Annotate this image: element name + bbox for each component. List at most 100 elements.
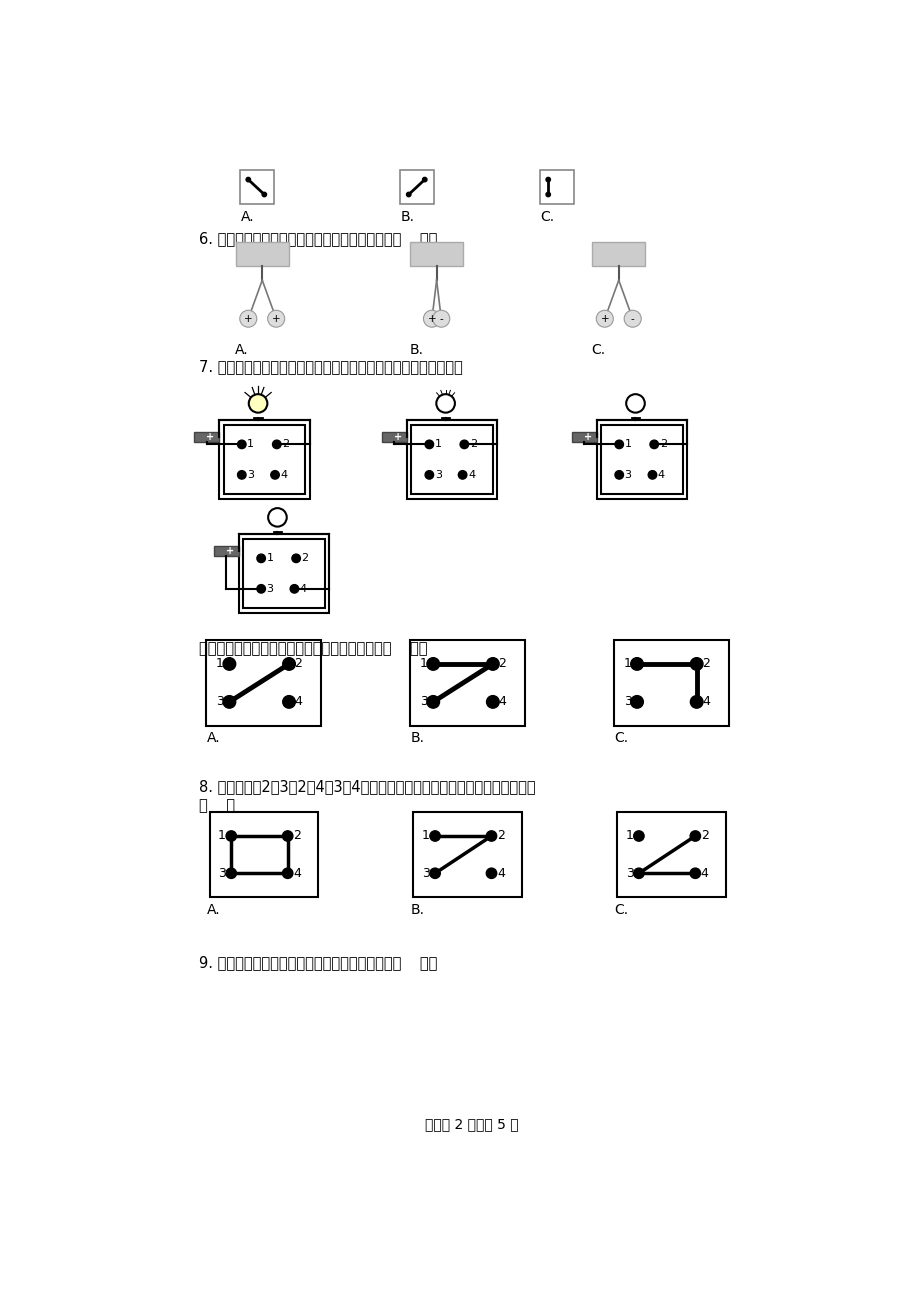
- Circle shape: [623, 310, 641, 327]
- Text: 1: 1: [625, 829, 633, 842]
- Circle shape: [282, 695, 295, 708]
- Text: -: -: [439, 314, 443, 324]
- Circle shape: [282, 658, 295, 671]
- Text: 1: 1: [624, 439, 631, 449]
- Circle shape: [240, 310, 256, 327]
- Text: +: +: [427, 314, 436, 324]
- Circle shape: [429, 868, 440, 879]
- Text: 1: 1: [421, 829, 429, 842]
- Text: 3: 3: [435, 470, 441, 480]
- Bar: [238, 534, 329, 613]
- Circle shape: [425, 440, 433, 449]
- Text: -: -: [630, 314, 634, 324]
- Bar: [406, 421, 497, 499]
- Text: 2: 2: [701, 658, 709, 671]
- Circle shape: [436, 395, 454, 413]
- Text: 2: 2: [470, 439, 476, 449]
- Bar: [617, 812, 725, 897]
- Bar: [413, 812, 521, 897]
- Circle shape: [272, 440, 280, 449]
- Circle shape: [256, 555, 266, 562]
- Text: 2: 2: [282, 439, 289, 449]
- Text: 9. 制作电路检测器时，用不到下列电路元件中的（    ）。: 9. 制作电路检测器时，用不到下列电路元件中的（ ）。: [199, 954, 437, 970]
- Bar: [592, 242, 644, 267]
- Circle shape: [633, 831, 643, 841]
- Text: 7. 小金用一个电路检测器，用来检测一个接线盒，检测结果如下：: 7. 小金用一个电路检测器，用来检测一个接线盒，检测结果如下：: [199, 359, 462, 375]
- Text: C.: C.: [614, 904, 628, 917]
- Text: 3: 3: [623, 695, 631, 708]
- Text: A.: A.: [206, 904, 220, 917]
- Text: 2: 2: [294, 658, 302, 671]
- Text: +: +: [584, 432, 592, 441]
- Circle shape: [648, 470, 656, 479]
- Circle shape: [486, 695, 499, 708]
- Text: 4: 4: [498, 695, 505, 708]
- Text: 4: 4: [280, 470, 288, 480]
- Text: 1: 1: [623, 658, 631, 671]
- Circle shape: [282, 831, 292, 841]
- Circle shape: [689, 695, 702, 708]
- Circle shape: [282, 868, 292, 879]
- Circle shape: [423, 310, 440, 327]
- Circle shape: [458, 470, 466, 479]
- Circle shape: [460, 440, 468, 449]
- Bar: [219, 421, 310, 499]
- Bar: [614, 639, 728, 727]
- Text: 1: 1: [435, 439, 441, 449]
- Text: 3: 3: [625, 867, 633, 880]
- Text: 4: 4: [294, 695, 302, 708]
- Text: C.: C.: [591, 342, 605, 357]
- Text: 4: 4: [700, 867, 708, 880]
- Circle shape: [426, 695, 439, 708]
- Circle shape: [486, 658, 499, 671]
- Bar: [381, 432, 406, 441]
- Text: 6. 下列图表示电荷的相互作用，你认为错误的是（    ）。: 6. 下列图表示电荷的相互作用，你认为错误的是（ ）。: [199, 230, 437, 246]
- Bar: [213, 546, 238, 556]
- Text: 2: 2: [498, 658, 505, 671]
- Circle shape: [245, 177, 250, 182]
- Text: 4: 4: [468, 470, 474, 480]
- Text: 试卷第 2 页，共 5 页: 试卷第 2 页，共 5 页: [425, 1117, 517, 1131]
- Circle shape: [626, 395, 644, 413]
- Text: +: +: [206, 432, 214, 441]
- Circle shape: [262, 193, 267, 197]
- Bar: [206, 639, 321, 727]
- Circle shape: [689, 658, 702, 671]
- Circle shape: [545, 193, 550, 197]
- Text: 3: 3: [624, 470, 631, 480]
- Text: 1: 1: [216, 658, 223, 671]
- Circle shape: [237, 470, 245, 479]
- Circle shape: [630, 658, 642, 671]
- Text: 3: 3: [216, 695, 223, 708]
- Circle shape: [267, 310, 284, 327]
- Circle shape: [222, 658, 235, 671]
- Circle shape: [545, 177, 550, 182]
- Circle shape: [267, 508, 287, 526]
- Circle shape: [689, 831, 699, 841]
- Text: 4: 4: [496, 867, 505, 880]
- Circle shape: [270, 470, 279, 479]
- Text: 2: 2: [659, 439, 666, 449]
- Bar: [243, 539, 324, 608]
- Circle shape: [633, 868, 643, 879]
- Text: C.: C.: [539, 210, 554, 224]
- Circle shape: [429, 831, 440, 841]
- Circle shape: [596, 310, 613, 327]
- Circle shape: [614, 470, 623, 479]
- Circle shape: [425, 470, 433, 479]
- Bar: [596, 421, 686, 499]
- Text: 3: 3: [419, 695, 427, 708]
- Text: B.: B.: [401, 210, 414, 224]
- Bar: [223, 424, 305, 495]
- Circle shape: [291, 555, 301, 562]
- Circle shape: [486, 868, 496, 879]
- Circle shape: [226, 831, 236, 841]
- Text: 3: 3: [421, 867, 429, 880]
- Bar: [601, 424, 682, 495]
- Text: 根据上述的检测结果，小金检测的接线盒可能是（    ）。: 根据上述的检测结果，小金检测的接线盒可能是（ ）。: [199, 642, 426, 656]
- Bar: [410, 242, 462, 267]
- Circle shape: [237, 440, 245, 449]
- Text: +: +: [600, 314, 608, 324]
- Circle shape: [614, 440, 623, 449]
- Bar: [539, 171, 573, 204]
